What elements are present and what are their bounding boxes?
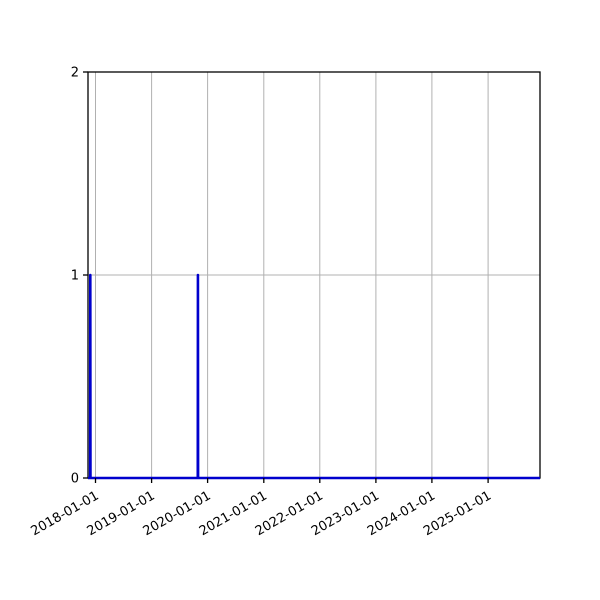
y-tick-label: 1 (71, 269, 79, 284)
y-tick-label: 2 (71, 66, 79, 81)
y-tick-label: 0 (71, 472, 79, 487)
data-line (88, 273, 540, 480)
